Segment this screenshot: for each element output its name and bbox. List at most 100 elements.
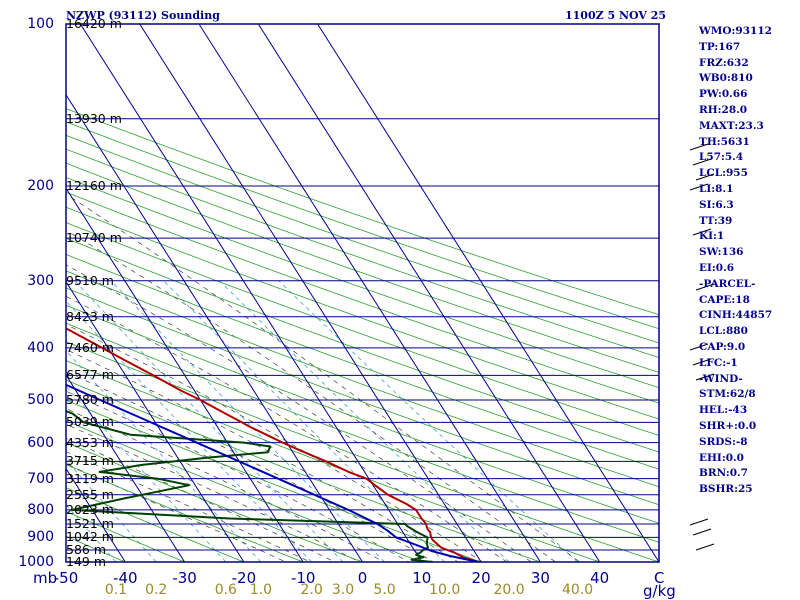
temp-tick-label: -40 bbox=[113, 569, 138, 587]
index-item: SI:6.3 bbox=[699, 198, 734, 211]
index-item: LFC:-1 bbox=[699, 356, 738, 369]
parcel-trace bbox=[66, 383, 479, 562]
pressure-tick-label: 400 bbox=[27, 339, 54, 356]
index-item: -WIND- bbox=[699, 372, 743, 385]
height-label: 3119 m bbox=[66, 470, 114, 486]
temp-tick-label: 10 bbox=[412, 569, 432, 587]
indices-panel: WMO:93112 TP:167 FRZ:632 WB0:810 PW:0.66 RH:2… bbox=[699, 24, 772, 498]
temp-tick-label: -20 bbox=[231, 569, 257, 587]
plot-frame bbox=[65, 23, 660, 563]
mixing-ratio-tick-label: 3.0 bbox=[331, 582, 355, 598]
height-label: 3715 m bbox=[66, 453, 114, 469]
temp-tick-label: -30 bbox=[172, 569, 197, 587]
height-label: 2023 m bbox=[66, 501, 114, 517]
index-item: STM:62/8 bbox=[699, 388, 756, 401]
moist-adiabat-line bbox=[66, 463, 287, 562]
wind-barb bbox=[689, 343, 709, 351]
moist-adiabat-line bbox=[66, 230, 557, 562]
mixing-ratio-line bbox=[163, 280, 445, 562]
pressure-tick-label: 100 bbox=[27, 16, 54, 32]
mixing-ratio-tick-label: 1.0 bbox=[249, 582, 273, 598]
wind-barb bbox=[695, 543, 715, 551]
pressure-tick-label: 500 bbox=[27, 392, 54, 409]
index-item: PW:0.66 bbox=[699, 88, 748, 101]
pressure-unit-label: mb bbox=[33, 569, 58, 587]
wind-barb bbox=[695, 373, 715, 381]
moist-adiabat-line bbox=[66, 349, 459, 562]
index-item: LCL:880 bbox=[699, 325, 748, 338]
isotherm-line bbox=[198, 24, 541, 562]
mixing-ratio-tick-label: 0.2 bbox=[145, 582, 168, 598]
index-item: TH:5631 bbox=[699, 135, 750, 148]
index-item: -PARCEL- bbox=[699, 277, 756, 290]
wind-barb bbox=[695, 173, 715, 181]
moist-adiabat-line bbox=[66, 451, 312, 562]
isotherm-line bbox=[79, 24, 423, 562]
index-item: CAP:9.0 bbox=[699, 340, 746, 353]
index-item: L57:5.4 bbox=[699, 151, 744, 164]
isotherm-line bbox=[66, 280, 245, 562]
chart-title: NZWP (93112) Sounding bbox=[66, 9, 220, 22]
wind-barb bbox=[692, 528, 712, 536]
index-item: CAPE:18 bbox=[699, 293, 750, 306]
mixing-unit-label: g/kg bbox=[643, 582, 676, 600]
index-item: FRZ:632 bbox=[699, 56, 749, 69]
mixing-ratio-tick-label: 0.1 bbox=[104, 582, 128, 598]
moist-adiabat-line bbox=[66, 193, 581, 562]
index-item: SHR+:0.0 bbox=[699, 419, 757, 432]
pressure-tick-label: 600 bbox=[27, 434, 54, 451]
height-label: 12160 m bbox=[66, 177, 122, 193]
sounding-traces bbox=[66, 327, 480, 562]
mixing-ratio-tick-label: 0.6 bbox=[214, 582, 237, 598]
pressure-tick-label: 700 bbox=[27, 470, 54, 487]
height-label: 149 m bbox=[66, 554, 107, 569]
index-item: EI:0.6 bbox=[699, 261, 735, 274]
mixing-ratio-line bbox=[278, 280, 578, 562]
height-label: 5780 m bbox=[66, 392, 114, 408]
temp-tick-label: 40 bbox=[590, 569, 610, 587]
index-item: TP:167 bbox=[699, 40, 741, 53]
mixing-ratio-tick-label: 2.0 bbox=[300, 582, 323, 598]
isotherms bbox=[66, 24, 659, 562]
temp-tick-label: 30 bbox=[530, 569, 550, 587]
index-item: LCL:955 bbox=[699, 167, 748, 180]
height-label: 1042 m bbox=[66, 529, 114, 545]
pressure-tick-label: 800 bbox=[27, 501, 54, 518]
height-label: 2555 m bbox=[66, 486, 114, 502]
height-label: 5039 m bbox=[66, 414, 114, 430]
wind-barb bbox=[692, 228, 712, 236]
index-item: BSHR:25 bbox=[699, 483, 753, 496]
wind-barb bbox=[689, 143, 709, 151]
isotherm-line bbox=[66, 93, 363, 562]
height-label: 10740 m bbox=[66, 230, 122, 246]
height-label: 7460 m bbox=[66, 339, 114, 355]
temp-tick-label: -50 bbox=[53, 569, 79, 587]
mixing-ratio-tick-label: 40.0 bbox=[562, 582, 594, 598]
wind-barb bbox=[689, 183, 709, 191]
index-item: WB0:810 bbox=[699, 72, 753, 85]
wind-barb bbox=[689, 518, 709, 526]
wind-barbs bbox=[689, 143, 715, 551]
pressure-tick-label: 900 bbox=[27, 529, 54, 546]
wind-barb bbox=[692, 158, 712, 166]
mixing-ratio-tick-label: 5.0 bbox=[373, 582, 396, 598]
temp-tick-label: -10 bbox=[290, 569, 316, 587]
height-label: 16420 m bbox=[66, 16, 122, 31]
isotherm-line bbox=[66, 187, 304, 562]
temp-tick-label: 0 bbox=[357, 569, 368, 587]
height-label: 9510 m bbox=[66, 272, 114, 288]
temp-tick-label: 20 bbox=[471, 569, 491, 587]
mixing-ratio-tick-label: 20.0 bbox=[493, 582, 525, 598]
index-item: EHI:0.0 bbox=[699, 451, 744, 464]
moist-adiabat-line bbox=[66, 324, 484, 562]
index-item: MAXT:23.3 bbox=[699, 119, 764, 132]
index-item: SW:136 bbox=[699, 246, 744, 259]
index-item: WMO:93112 bbox=[699, 25, 772, 37]
height-label: 586 m bbox=[66, 542, 107, 557]
pressure-tick-label: 1000 bbox=[18, 554, 54, 570]
isotherm-line bbox=[139, 24, 482, 562]
mixing-ratio-line bbox=[74, 280, 344, 562]
chart-time: 1100Z 5 NOV 25 bbox=[565, 9, 667, 22]
index-item: CINH:44857 bbox=[699, 309, 773, 322]
